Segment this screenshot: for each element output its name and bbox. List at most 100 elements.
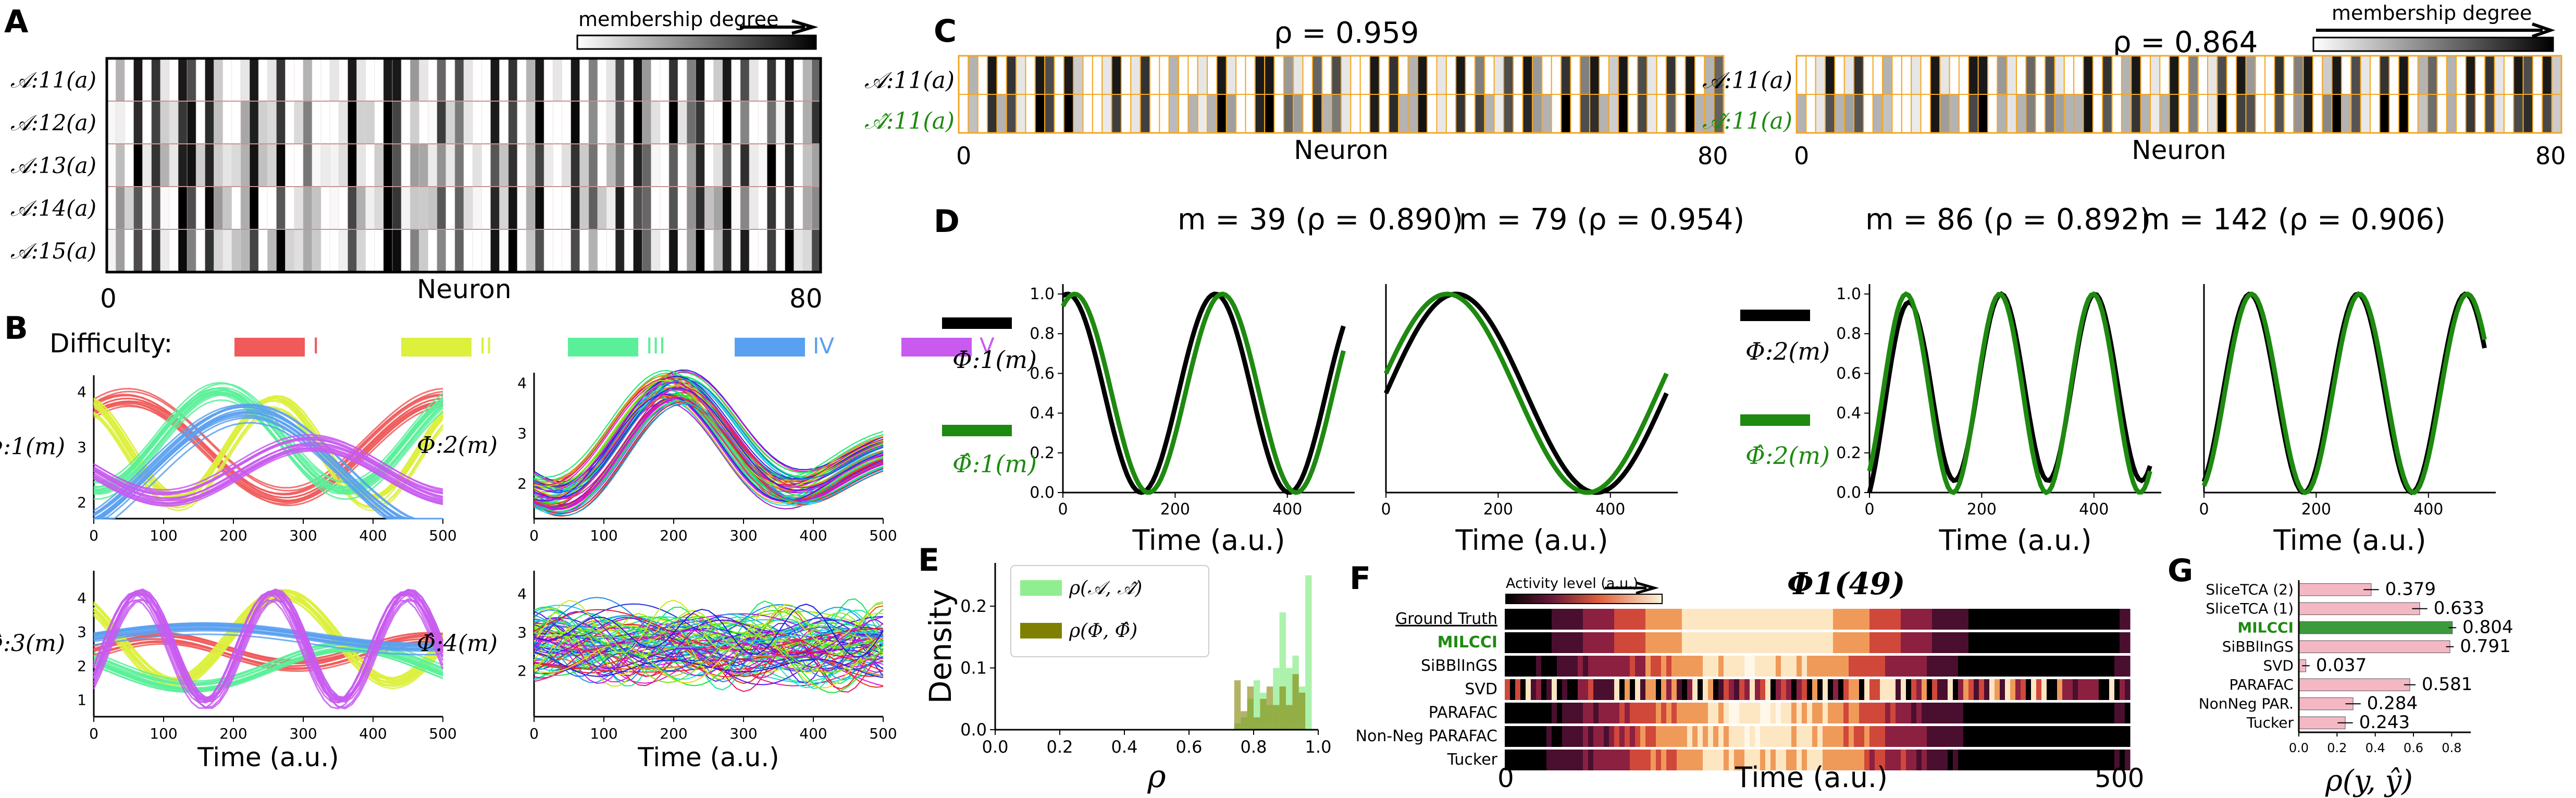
heat-f-cell [1797, 609, 1802, 630]
heat-a-cell [535, 101, 544, 144]
heat-a-cell [365, 144, 375, 187]
curve-line [93, 633, 443, 656]
bar-g [2298, 602, 2420, 615]
heat-f-cell [1838, 656, 1844, 677]
curve-line [93, 624, 443, 647]
bar-g-category: MILCCI [2237, 619, 2294, 636]
heat-f-cell [1562, 632, 1568, 653]
heat-f-cell [2125, 703, 2131, 723]
heat-a-cell [267, 187, 277, 230]
heat-f-cell [1614, 726, 1620, 747]
heat-f-cell [1791, 632, 1797, 653]
heat-f-cell [1786, 632, 1792, 653]
y-tick-label: 0.2 [1836, 444, 1861, 462]
heat-f-cell [1963, 750, 1969, 770]
heat-f-cell [1953, 609, 1959, 630]
y-tick-label: 3 [77, 623, 86, 641]
heat-f-cell [1651, 703, 1656, 723]
heat-c-cell [2159, 55, 2170, 95]
heat-a-cell [668, 101, 678, 144]
heat-f-cell [1989, 632, 1995, 653]
heat-a-cell [303, 144, 313, 187]
heat-f-cell [2109, 679, 2115, 700]
bar-g [2298, 640, 2450, 653]
heat-f-cell [1692, 656, 1698, 677]
heat-f-cell [1546, 656, 1552, 677]
heat-f-cell [2067, 656, 2073, 677]
heat-f-cell [1630, 703, 1636, 723]
heat-f-cell [1682, 703, 1688, 723]
heat-a-cell [758, 144, 767, 187]
heat-f-cell [1604, 609, 1609, 630]
y-axis-label: Φ̂:4(m) [417, 630, 498, 657]
heat-a-cell [553, 144, 562, 187]
heat-a-cell [125, 101, 134, 144]
heat-f-cell [1541, 703, 1547, 723]
heat-f-cell [1890, 703, 1896, 723]
heat-f-cell [1911, 679, 1917, 700]
heat-a-cell [517, 58, 527, 102]
heat-c-cell [1140, 55, 1150, 95]
heat-a-cell [196, 187, 205, 230]
heat-c-cell [1958, 55, 1970, 95]
heat-f-cell [1557, 726, 1563, 747]
heat-f-cell [2094, 703, 2099, 723]
heat-a-cell [811, 101, 821, 144]
heat-f-cell [1635, 703, 1641, 723]
heat-f-cell [1843, 726, 1849, 747]
heat-f-cell [1515, 750, 1521, 770]
heat-c-cell [2140, 55, 2151, 95]
heat-f-cell [1770, 609, 1776, 630]
heat-f-cell [2031, 656, 2037, 677]
heat-f-cell [1995, 726, 2000, 747]
bar-g-category: Tucker [2246, 714, 2294, 731]
x-tick-label: 0 [2199, 500, 2209, 519]
heat-f-cell [1713, 679, 1719, 700]
heat-f-cell [1645, 750, 1651, 770]
heat-c-cell [1130, 55, 1141, 95]
heat-a-cell [339, 101, 348, 144]
x-tick-label: 400 [799, 725, 827, 742]
heat-f-cell [1520, 609, 1526, 630]
heat-f-cell [1869, 726, 1875, 747]
heat-f-cell [2073, 726, 2078, 747]
heat-c-cell [2456, 94, 2467, 133]
heat-c-cell [1484, 55, 1495, 95]
heat-f-cell [1817, 726, 1823, 747]
heat-f-cell [1922, 632, 1927, 653]
difficulty-legend-swatch [901, 338, 972, 357]
heat-c-cell [2360, 55, 2371, 95]
heat-c-cell [1025, 94, 1036, 133]
heat-c-cell [2388, 94, 2400, 133]
heat-c-cell [1455, 55, 1466, 95]
heat-c-cell [2045, 55, 2055, 95]
difficulty-legend: I II III IV V [234, 333, 995, 359]
heatmap-f-xtick-0: 0 [1497, 763, 1514, 793]
heat-f-cell [1536, 679, 1542, 700]
heat-a-cell [401, 229, 411, 273]
heat-c-cell [2350, 94, 2361, 133]
heat-c-cell [1293, 94, 1304, 133]
heat-c-cell [1178, 55, 1189, 95]
heat-c-cell [2379, 55, 2390, 95]
heat-f-cell [1708, 750, 1714, 770]
heat-f-cell [2083, 656, 2089, 677]
heat-f-cell [2125, 726, 2131, 747]
heat-c-cell [2302, 55, 2313, 95]
heat-a-cell [544, 187, 553, 230]
heat-a-cell [428, 229, 438, 273]
heat-c-cell [1843, 55, 1855, 95]
heat-f-cell [1786, 656, 1792, 677]
heat-f-cell [1619, 609, 1625, 630]
heat-f-cell [1979, 726, 1985, 747]
heat-f-cell [2052, 609, 2058, 630]
heat-c-cell [1321, 94, 1332, 133]
x-axis-label: Time (a.u.) [1938, 524, 2091, 557]
heat-c-cell [2054, 94, 2065, 133]
heat-f-cell [1526, 632, 1531, 653]
heat-f-cell [1859, 679, 1865, 700]
heat-f-cell [2104, 679, 2110, 700]
heat-f-cell [1760, 632, 1766, 653]
heat-f-cell [2031, 726, 2037, 747]
heat-f-cell [1927, 679, 1933, 700]
